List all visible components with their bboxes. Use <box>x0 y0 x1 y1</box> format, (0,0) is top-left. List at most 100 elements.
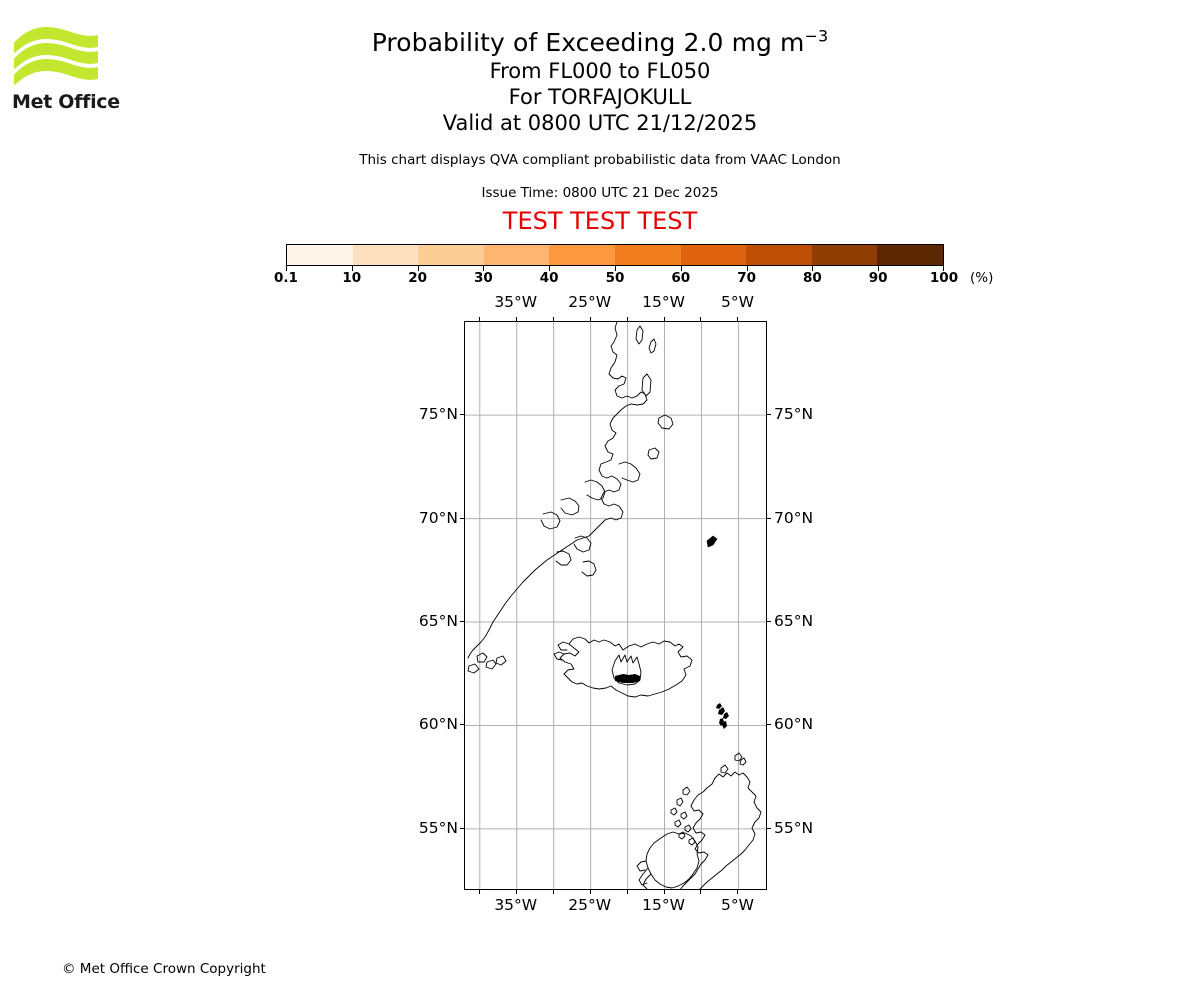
greenland-fjord-6 <box>555 550 572 566</box>
lon-minor-tick-top-1 <box>515 317 517 321</box>
met-office-logo-text: Met Office <box>12 91 120 113</box>
lat-label-right-4: 75°N <box>774 405 814 424</box>
colorbar-tick-1 <box>351 266 353 271</box>
lat-tick-left-3 <box>460 517 464 519</box>
colorbar-tick-6 <box>680 266 682 271</box>
page-title-text: Probability of Exceeding 2.0 mg m <box>371 28 805 57</box>
ireland-coastline <box>645 831 700 889</box>
lon-minor-tick-top-3 <box>589 317 591 321</box>
lat-tick-left-2 <box>460 621 464 623</box>
subtitle-volcano: For TORFAJOKULL <box>508 85 692 109</box>
lat-tick-right-2 <box>767 621 771 623</box>
greenland-island-1 <box>635 325 644 345</box>
greenland-fjord-3 <box>560 497 580 516</box>
chart-header: Probability of Exceeding 2.0 mg m−3 From… <box>0 0 1200 235</box>
colorbar-tick-label-6: 60 <box>671 270 691 286</box>
colorbar-tick-label-5: 50 <box>605 270 625 286</box>
colorbar-segment-0 <box>287 245 353 265</box>
colorbar-tick-label-1: 10 <box>342 270 362 286</box>
greenland-island-8 <box>467 663 480 674</box>
iceland-glacier-fill <box>615 674 640 683</box>
copyright-notice: © Met Office Crown Copyright <box>62 961 266 977</box>
iceland-coastline <box>559 636 693 698</box>
colorbar-tick-label-10: 100 <box>929 270 959 286</box>
colorbar-segment-5 <box>614 245 681 265</box>
colorbar-segment-8 <box>811 245 878 265</box>
britain-west-coast <box>680 783 713 889</box>
lon-minor-tick-bottom-2 <box>552 890 554 894</box>
lon-minor-tick-top-2 <box>552 317 554 321</box>
colorbar-tick-label-8: 80 <box>802 270 822 286</box>
colorbar-tick-7 <box>746 266 748 271</box>
colorbar-ticks <box>286 266 944 272</box>
colorbar-tick-label-7: 70 <box>737 270 756 286</box>
lon-label-top-2: 15°W <box>642 293 685 311</box>
colorbar-segment-7 <box>746 245 812 265</box>
lon-minor-tick-bottom-7 <box>737 890 739 894</box>
lon-label-top-1: 25°W <box>568 293 612 311</box>
lon-minor-tick-bottom-3 <box>589 890 591 894</box>
met-office-logo: Met Office <box>12 25 122 115</box>
lat-label-left-0: 55°N <box>418 818 458 837</box>
iceland-westfjords <box>553 651 565 661</box>
greenland-fjord-5 <box>573 535 592 553</box>
lon-minor-tick-top-0 <box>478 317 480 321</box>
map-canvas <box>465 322 766 889</box>
qva-note: This chart displays QVA compliant probab… <box>359 152 841 168</box>
colorbar-segment-9 <box>877 245 943 265</box>
lat-tick-left-4 <box>460 414 464 416</box>
lat-label-right-0: 55°N <box>774 818 814 837</box>
colorbar-tick-0 <box>286 266 287 271</box>
greenland-island-4 <box>657 414 674 430</box>
colorbar-tick-label-9: 90 <box>868 270 888 286</box>
issue-time: Issue Time: 0800 UTC 21 Dec 2025 <box>481 185 719 201</box>
scottish-islands <box>670 752 747 846</box>
lon-label-bottom-2: 15°W <box>642 896 685 914</box>
faroe-islands <box>716 703 729 729</box>
lat-label-left-2: 65°N <box>418 612 458 631</box>
lon-label-bottom-0: 35°W <box>494 896 538 914</box>
map-gridlines <box>465 322 766 889</box>
subtitle-valid-time: Valid at 0800 UTC 21/12/2025 <box>442 111 758 135</box>
lat-label-right-3: 70°N <box>774 508 814 527</box>
lon-minor-tick-bottom-5 <box>663 890 665 894</box>
iceland-westfjords-2 <box>557 641 570 651</box>
colorbar-segment-6 <box>680 245 747 265</box>
jan-mayen-island <box>706 535 718 548</box>
lat-label-right-1: 60°N <box>774 715 814 734</box>
colorbar: 0.1 10 20 30 40 50 60 70 80 90 100 <box>274 244 958 286</box>
greenland-fjord-7 <box>581 560 597 577</box>
lon-minor-tick-bottom-6 <box>700 890 702 894</box>
lon-minor-tick-bottom-1 <box>515 890 517 894</box>
lat-tick-right-3 <box>767 517 771 519</box>
lon-minor-tick-top-5 <box>663 317 665 321</box>
lat-tick-left-1 <box>460 724 464 726</box>
greenland-fjord-2 <box>584 479 606 501</box>
colorbar-gradient <box>286 244 944 266</box>
colorbar-segment-3 <box>483 245 550 265</box>
lon-minor-tick-bottom-4 <box>626 890 628 894</box>
lat-tick-right-1 <box>767 724 771 726</box>
lon-label-top-3: 5°W <box>720 293 754 311</box>
colorbar-tick-label-3: 30 <box>473 270 493 286</box>
greenland-island-5 <box>647 447 660 460</box>
lon-label-bottom-3: 5°W <box>720 896 754 914</box>
subtitle-flight-levels: From FL000 to FL050 <box>489 59 711 83</box>
greenland-coastline <box>467 322 648 659</box>
colorbar-tick-3 <box>483 266 485 271</box>
lat-label-left-4: 75°N <box>418 405 458 424</box>
lat-label-left-3: 70°N <box>418 508 458 527</box>
lon-minor-tick-bottom-0 <box>478 890 480 894</box>
lat-label-right-2: 65°N <box>774 612 814 631</box>
page-title: Probability of Exceeding 2.0 mg m−3 <box>0 28 1200 58</box>
greenland-fjord-4 <box>540 511 561 530</box>
colorbar-tick-label-2: 20 <box>408 270 427 286</box>
colorbar-tick-4 <box>549 266 551 271</box>
ireland-sw-peninsula-2 <box>642 873 652 889</box>
greenland-island-6 <box>476 652 488 663</box>
lon-minor-tick-top-7 <box>737 317 739 321</box>
colorbar-tick-label-4: 40 <box>539 270 559 286</box>
lon-label-top-0: 35°W <box>494 293 538 311</box>
met-office-wave-icon <box>14 27 98 85</box>
lat-label-left-1: 60°N <box>418 715 458 734</box>
